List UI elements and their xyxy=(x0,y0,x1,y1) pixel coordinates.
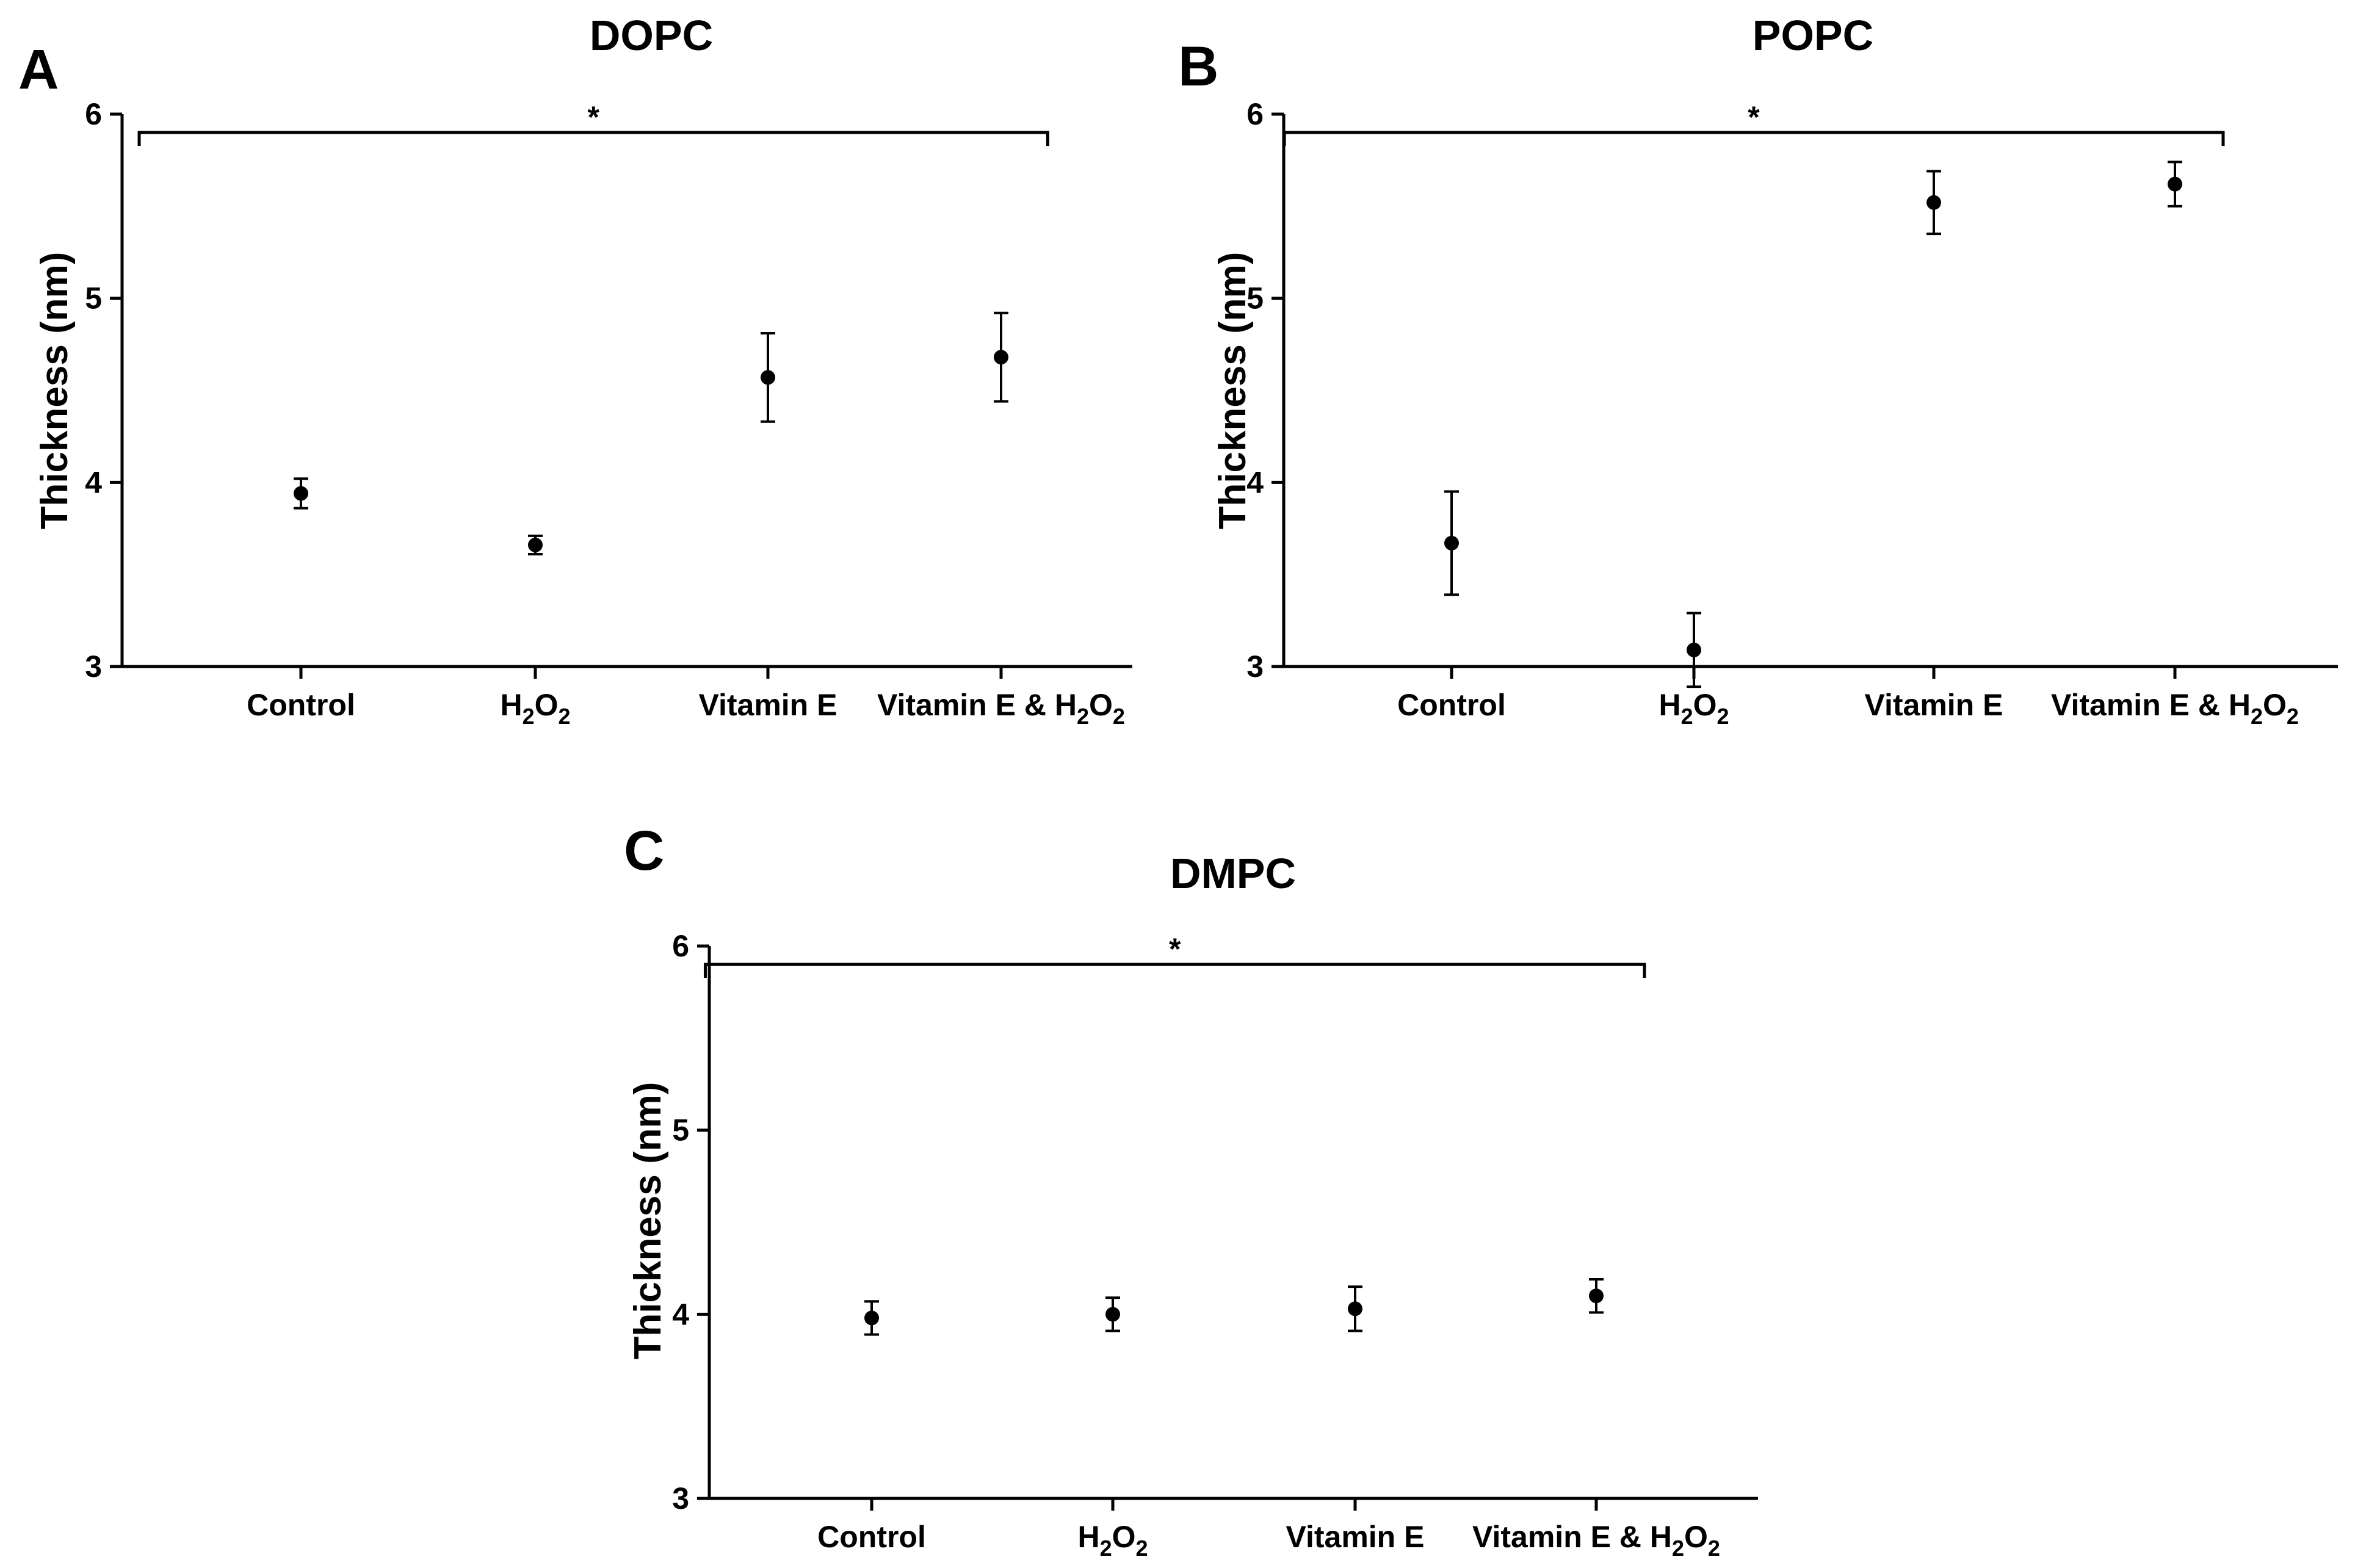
data-point xyxy=(2168,176,2182,192)
data-point xyxy=(1105,1307,1120,1322)
data-point xyxy=(1444,535,1459,551)
data-point xyxy=(1687,642,1701,657)
data-point xyxy=(1348,1301,1362,1317)
y-tick-label: 6 xyxy=(85,97,102,131)
significance-bracket xyxy=(137,131,1049,146)
chart-panel-a: A DOPC Thickness (nm) 3 4 5 6 Control H2O2 Vitami… xyxy=(18,12,1132,729)
panel-letter: C xyxy=(624,820,664,882)
panel-letter: A xyxy=(18,38,59,101)
data-point xyxy=(1589,1288,1604,1304)
y-axis-label: Thickness (nm) xyxy=(34,252,76,530)
y-tick-label: 4 xyxy=(1246,465,1264,499)
x-tick-label: Control xyxy=(817,1520,926,1554)
data-point xyxy=(864,1310,879,1326)
x-tick-label: H2O2 xyxy=(500,688,570,729)
y-axis-label: Thickness (nm) xyxy=(1212,252,1254,530)
x-tick-label: Vitamin E xyxy=(699,688,837,722)
data-point xyxy=(528,537,543,552)
x-tick-label: Vitamin E & H2O2 xyxy=(1472,1520,1720,1561)
x-tick-label: Control xyxy=(247,688,355,722)
y-tick-label: 3 xyxy=(672,1481,689,1516)
y-tick-label: 6 xyxy=(1246,97,1264,131)
y-tick-label: 4 xyxy=(85,465,102,499)
x-tick-label: H2O2 xyxy=(1659,688,1729,729)
y-tick-label: 4 xyxy=(672,1297,689,1331)
chart-title: POPC xyxy=(1753,12,1873,59)
chart-panel-c: C DMPC Thickness (nm) 3 4 5 6 Control H2O2 Vitami… xyxy=(624,820,1758,1561)
x-tick-label: Vitamin E xyxy=(1286,1520,1425,1554)
y-tick-label: 5 xyxy=(85,281,102,316)
x-tick-label: Vitamin E xyxy=(1865,688,2003,722)
panel-letter: B xyxy=(1178,35,1218,98)
data-point xyxy=(1926,195,1941,210)
chart-title: DOPC xyxy=(590,12,713,59)
significance-star: * xyxy=(587,100,599,134)
y-axis-label: Thickness (nm) xyxy=(627,1082,669,1360)
x-tick-label: H2O2 xyxy=(1077,1520,1148,1561)
data-point xyxy=(761,370,775,385)
chart-panel-b: B POPC Thickness (nm) 3 4 5 6 Control H2O2 Vitami… xyxy=(1178,12,2338,729)
y-tick-label: 6 xyxy=(672,929,689,963)
significance-star: * xyxy=(1169,932,1181,966)
significance-bracket xyxy=(1282,131,2225,146)
chart-title: DMPC xyxy=(1170,850,1296,897)
data-point xyxy=(994,350,1008,365)
significance-bracket xyxy=(703,963,1646,978)
x-tick-label: Control xyxy=(1397,688,1506,722)
y-tick-label: 5 xyxy=(672,1113,689,1147)
y-tick-label: 5 xyxy=(1246,281,1264,316)
x-tick-label: Vitamin E & H2O2 xyxy=(877,688,1125,729)
x-tick-label: Vitamin E & H2O2 xyxy=(2051,688,2299,729)
significance-star: * xyxy=(1748,100,1760,134)
data-point xyxy=(294,486,308,501)
y-tick-label: 3 xyxy=(85,649,102,684)
y-tick-label: 3 xyxy=(1246,649,1264,684)
